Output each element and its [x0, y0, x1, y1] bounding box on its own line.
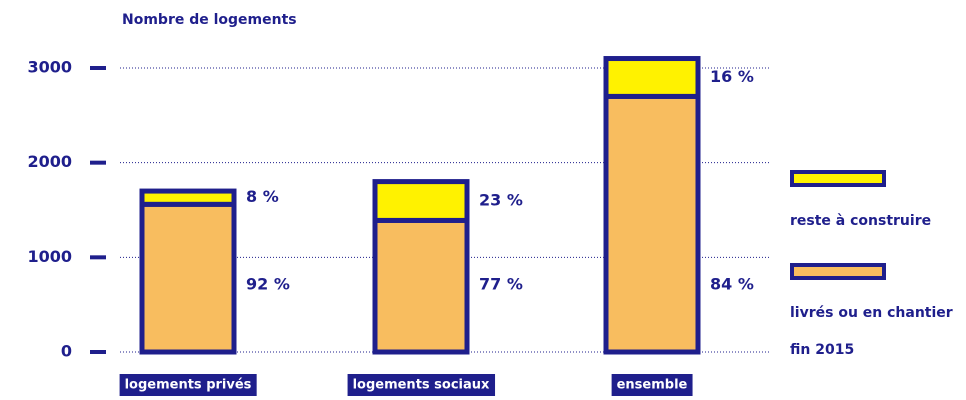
bar-segment	[372, 217, 470, 355]
segment-label: 23 %	[479, 191, 523, 210]
segment-label: 77 %	[479, 275, 523, 294]
legend-swatch	[790, 263, 886, 280]
x-tick-label: logements sociaux	[353, 378, 490, 393]
y-tick-label: 2000	[27, 152, 72, 171]
category-box	[347, 374, 496, 396]
y-tick-label: 0	[61, 342, 72, 361]
axis-title: Nombre de logements	[122, 12, 297, 28]
y-tick-label: 3000	[27, 58, 72, 77]
legend-label: reste à construire	[790, 213, 932, 229]
bar-segment	[603, 56, 701, 99]
legend-swatch	[790, 170, 886, 187]
x-tick-label: logements privés	[125, 378, 252, 393]
x-tick-label: ensemble	[617, 378, 688, 393]
category-box	[611, 374, 693, 396]
segment-label: 92 %	[246, 275, 290, 294]
y-tick-label: 1000	[27, 247, 72, 266]
bar-segment	[139, 201, 237, 355]
legend-label: livrés ou en chantier fin 2015	[790, 305, 953, 358]
segment-label: 8 %	[246, 187, 279, 206]
bar-segment	[603, 93, 701, 355]
category-box	[119, 374, 257, 396]
bar-segment	[139, 188, 237, 207]
segment-label: 84 %	[710, 275, 754, 294]
bar-segment	[372, 179, 470, 223]
segment-label: 16 %	[710, 67, 754, 86]
